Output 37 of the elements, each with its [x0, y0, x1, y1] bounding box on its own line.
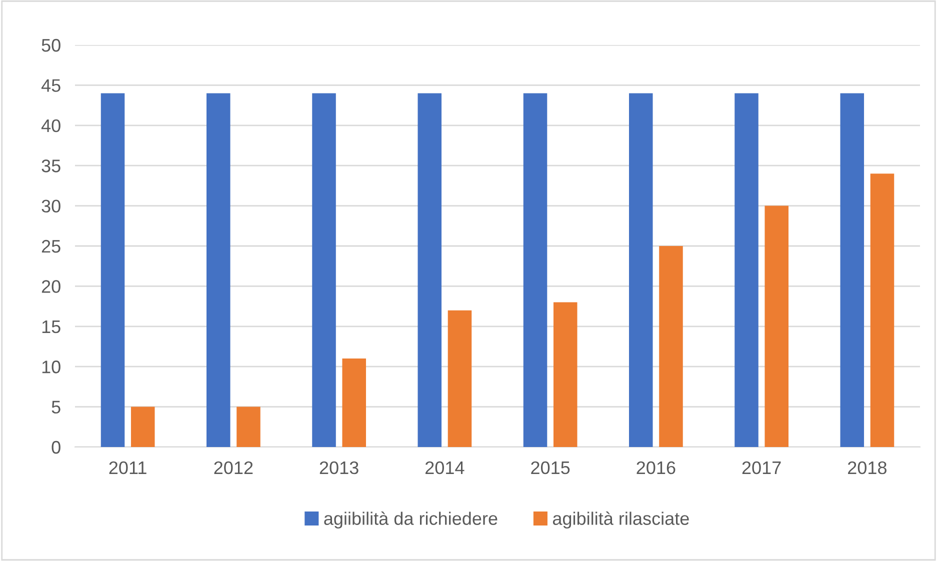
y-tick-label: 35: [42, 160, 60, 172]
bar: [312, 93, 336, 447]
bar: [523, 93, 548, 447]
y-tick-label: 10: [42, 360, 60, 374]
y-tick-label: 5: [52, 400, 60, 414]
bar: [100, 93, 125, 447]
y-tick-label: 20: [42, 280, 60, 293]
x-tick-label: 2012: [214, 461, 253, 474]
y-tick-label: 45: [41, 79, 60, 92]
bar: [236, 406, 260, 447]
bar: [418, 93, 442, 447]
legend-label: agiibilità da richiedere: [324, 511, 498, 529]
bar: [734, 93, 758, 447]
bar: [870, 174, 894, 447]
x-tick-label: 2011: [109, 461, 146, 474]
y-tick-label: 25: [42, 240, 60, 253]
x-tick-label: 2018: [848, 461, 886, 474]
bar: [342, 358, 366, 447]
bar: [764, 206, 788, 447]
bar: [553, 302, 578, 447]
y-tick-label: 0: [52, 440, 60, 454]
bar: [840, 93, 864, 447]
x-tick-label: 2017: [742, 461, 781, 474]
x-tick-label: 2013: [320, 461, 358, 474]
bar: [629, 93, 653, 447]
y-tick-label: 15: [42, 320, 60, 334]
x-tick-label: 2015: [531, 461, 570, 474]
legend-label: agibilità rilasciate: [552, 511, 689, 529]
bar: [448, 310, 472, 447]
y-tick-label: 40: [41, 119, 60, 132]
x-tick-label: 2016: [636, 461, 676, 474]
bar: [130, 406, 155, 447]
bar: [659, 246, 683, 447]
x-tick-label: 2014: [426, 461, 464, 474]
y-tick-label: 30: [42, 200, 60, 213]
bar: [206, 93, 230, 447]
y-tick-label: 50: [42, 38, 60, 52]
